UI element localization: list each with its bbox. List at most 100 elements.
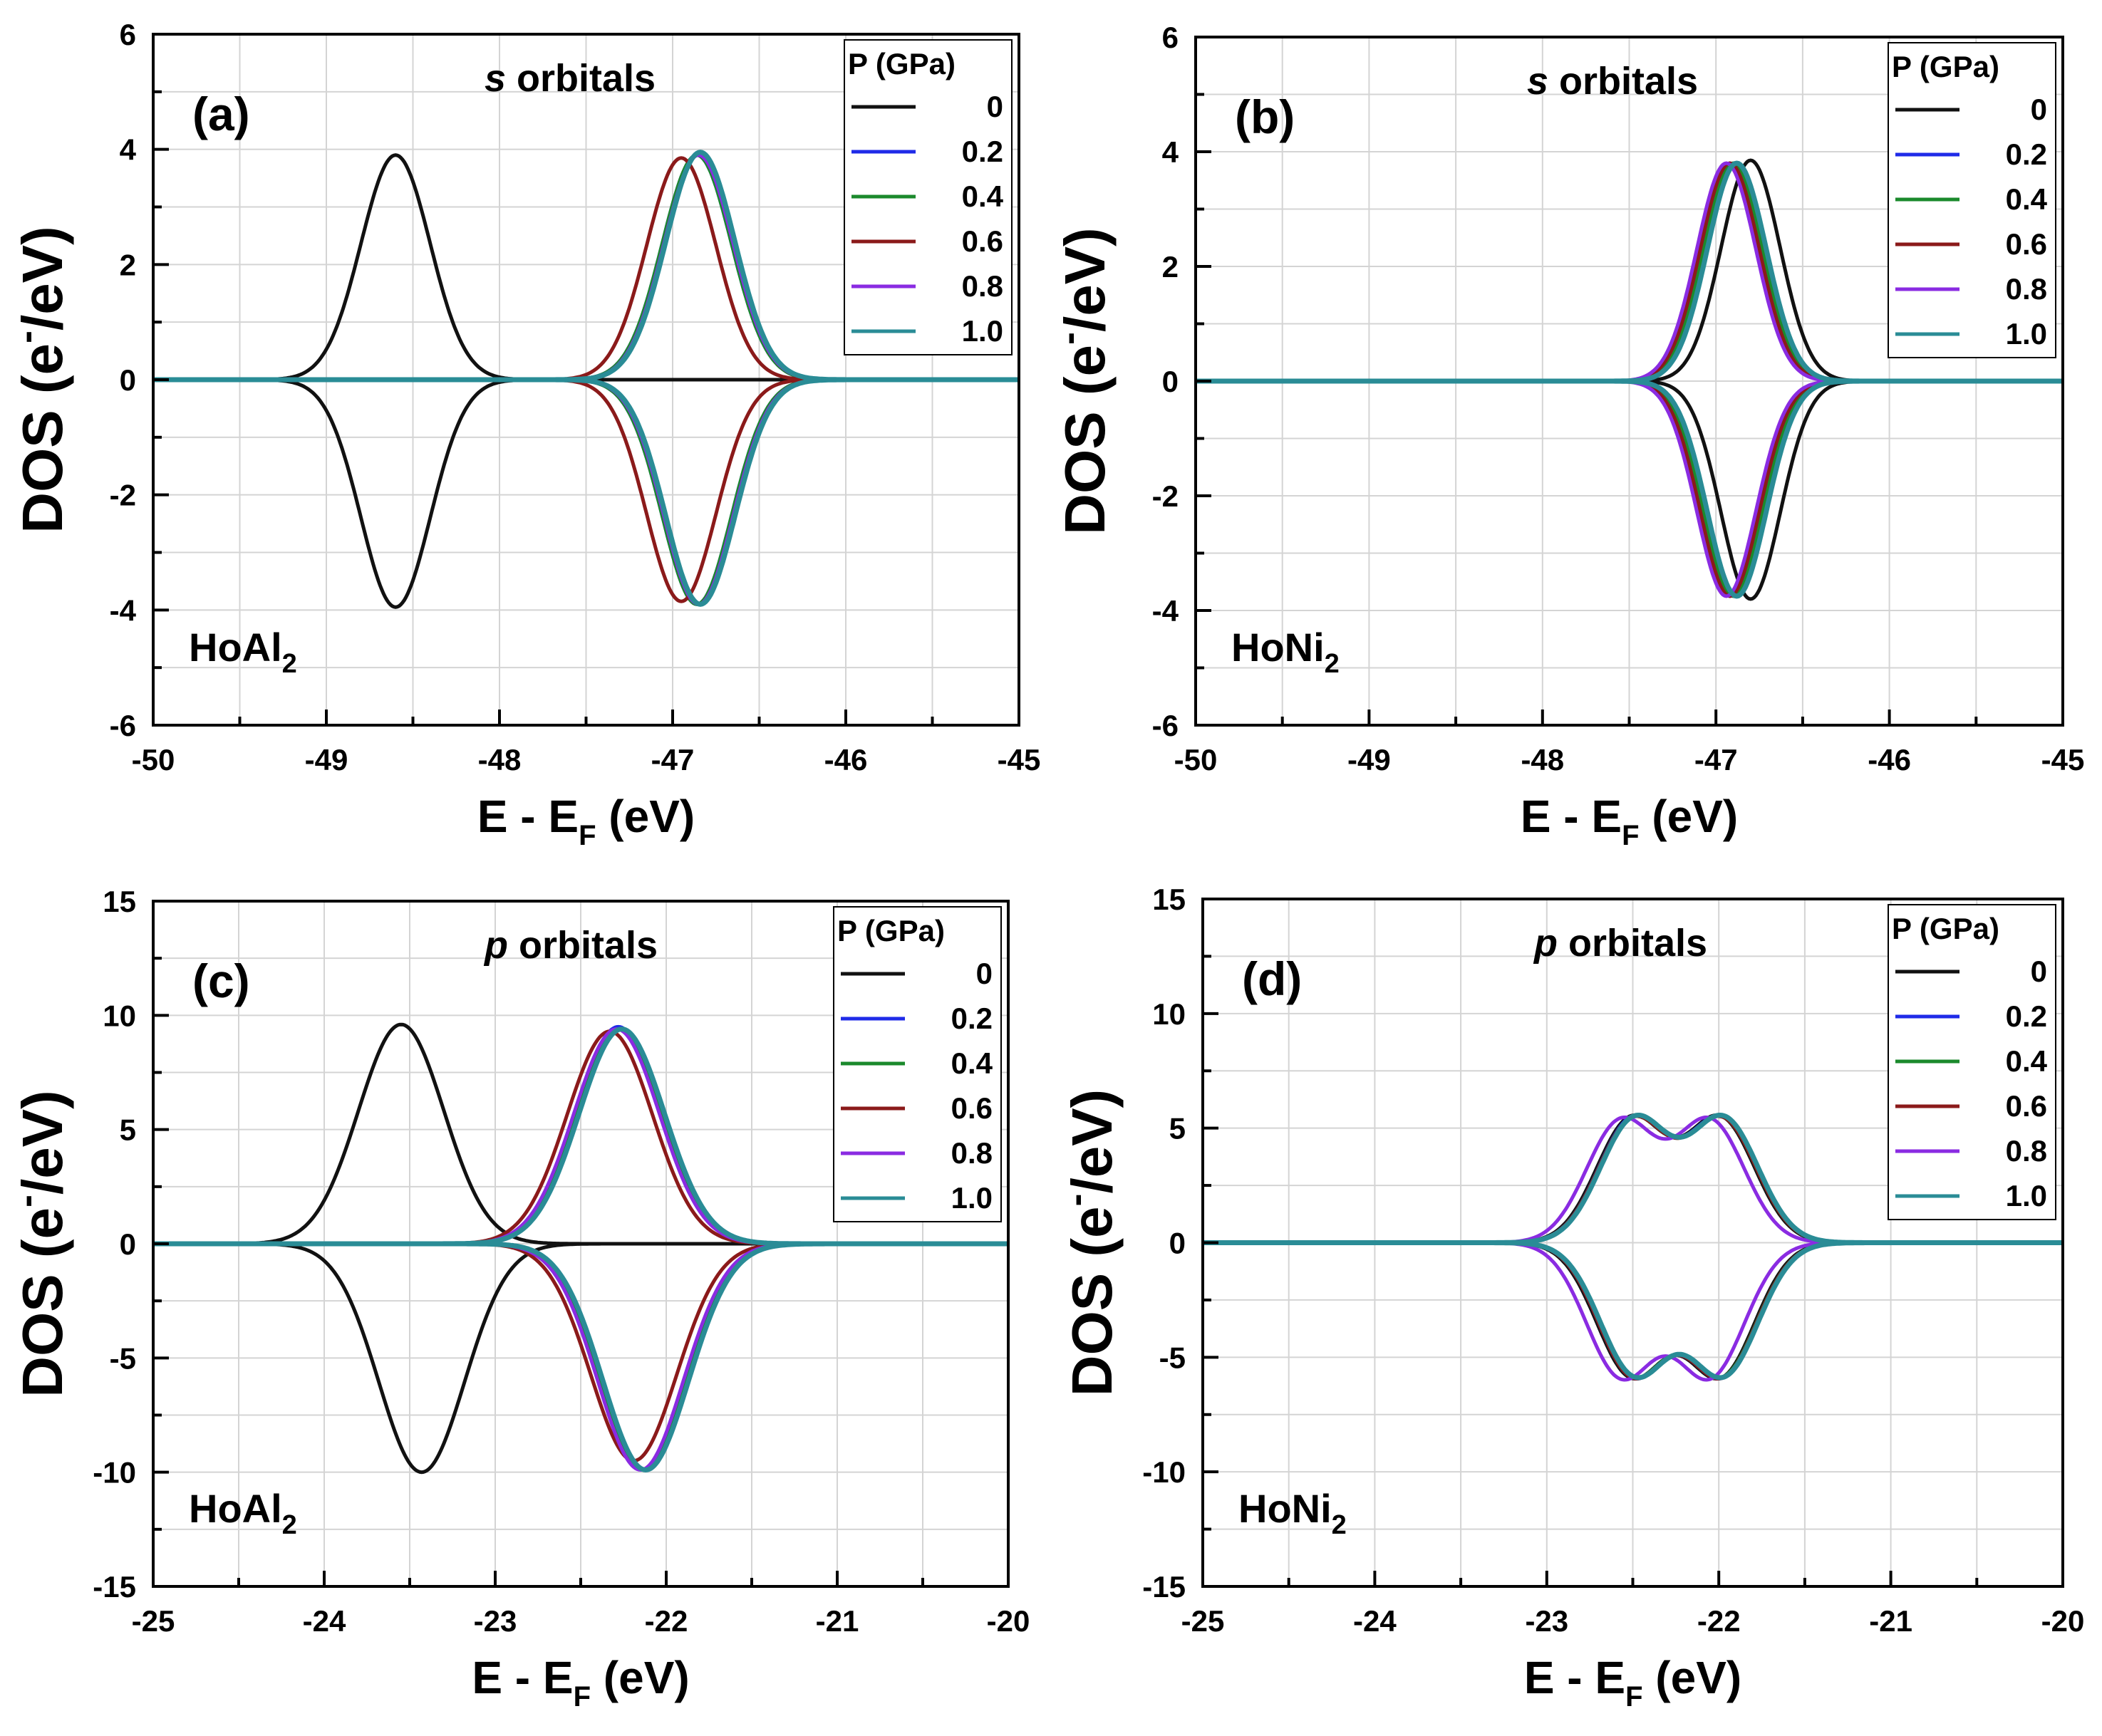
y-axis-label-main: DOS (e <box>1053 345 1117 535</box>
y-tick-label: -10 <box>1142 1455 1186 1489</box>
legend-entry-label: 0.4 <box>2006 1044 2048 1078</box>
x-tick-label: -25 <box>132 1604 175 1638</box>
orbital-title-text: orbitals <box>508 924 658 967</box>
y-tick-label: 15 <box>103 885 136 918</box>
material-label: HoAl2 <box>189 1486 297 1540</box>
legend-entry-label: 0.4 <box>2006 182 2048 216</box>
legend-entry-label: 0.2 <box>2006 999 2047 1033</box>
y-tick-label: 0 <box>1169 1227 1186 1260</box>
legend-entry-label: 0.4 <box>951 1046 993 1080</box>
x-tick-label: -48 <box>1521 743 1564 776</box>
y-tick-label: -15 <box>1142 1570 1186 1604</box>
orbital-symbol: p <box>483 924 508 967</box>
y-tick-label: 15 <box>1152 883 1186 916</box>
x-tick-label: -20 <box>987 1604 1030 1638</box>
material-base: HoNi <box>1238 1486 1332 1531</box>
legend-entry-label: 0.2 <box>951 1002 993 1035</box>
y-axis-label-main: DOS (e <box>1060 1206 1124 1396</box>
legend-title: P (GPa) <box>1892 912 1999 945</box>
y-tick-label: 0 <box>1162 365 1179 398</box>
y-tick-label: 2 <box>120 248 136 281</box>
legend-entry-label: 0.2 <box>2006 137 2047 171</box>
x-axis-label-main: E - E <box>472 1652 573 1703</box>
y-tick-label: -2 <box>1152 479 1179 513</box>
x-tick-label: -49 <box>305 743 348 776</box>
y-tick-label: -5 <box>1159 1341 1186 1374</box>
legend-entry-label: 1.0 <box>2006 317 2047 350</box>
legend: P (GPa) 0 0.2 0.4 0.6 0.8 1.0 <box>844 39 1013 355</box>
x-tick-label: -23 <box>474 1604 517 1638</box>
x-tick-label: -21 <box>816 1604 859 1638</box>
x-tick-label: -50 <box>1174 743 1218 776</box>
y-axis-label-main: DOS (e <box>11 1207 74 1398</box>
y-tick-label: 0 <box>120 363 136 397</box>
x-tick-label: -45 <box>2041 743 2085 776</box>
x-tick-label: -46 <box>824 743 868 776</box>
x-axis-label-unit: (eV) <box>1643 1652 1742 1703</box>
y-tick-label: 10 <box>103 999 136 1032</box>
x-axis-label: E - EF (eV) <box>1521 791 1738 851</box>
y-axis-label: DOS (e-/eV) <box>5 1090 74 1397</box>
x-axis-label-unit: (eV) <box>1640 791 1739 842</box>
legend-entry-label: 1.0 <box>962 314 1003 348</box>
series-line-1.0-down <box>1196 378 2063 599</box>
legend-entry-label: 0.8 <box>2006 1134 2047 1168</box>
orbital-title-text: orbitals <box>506 57 656 100</box>
legend-entry-label: 0.6 <box>2006 1089 2047 1123</box>
y-axis-label-main: DOS (e <box>11 343 74 534</box>
y-tick-label: -10 <box>93 1456 136 1490</box>
x-tick-label: -23 <box>1525 1604 1568 1638</box>
material-subscript: 2 <box>282 1510 297 1540</box>
y-axis-label-superscript: - <box>1055 1194 1097 1207</box>
x-tick-label: -48 <box>478 743 522 776</box>
x-tick-label: -25 <box>1181 1604 1225 1638</box>
x-tick-label: -24 <box>1353 1604 1397 1638</box>
orbital-symbol: s <box>1527 60 1548 103</box>
y-tick-label: -15 <box>93 1570 136 1604</box>
y-axis-label-unit: /eV) <box>1060 1089 1124 1194</box>
y-axis-label-superscript: - <box>5 1195 48 1207</box>
orbital-title: p orbitals <box>483 924 658 967</box>
panel-label: (c) <box>192 955 250 1007</box>
y-tick-label: 6 <box>1162 21 1179 54</box>
material-subscript: 2 <box>1332 1510 1347 1540</box>
x-tick-label: -22 <box>1697 1604 1741 1638</box>
x-axis-label-main: E - E <box>1521 791 1622 842</box>
legend: P (GPa) 0 0.2 0.4 0.6 0.8 1.0 <box>1888 42 2056 358</box>
y-tick-label: 10 <box>1152 997 1186 1031</box>
legend-title: P (GPa) <box>837 914 945 947</box>
series-line-1.0-down <box>153 1241 1008 1473</box>
y-tick-label: -4 <box>110 593 137 627</box>
material-label: HoNi2 <box>1231 625 1340 679</box>
y-axis-label-unit: /eV) <box>11 1090 74 1195</box>
x-tick-label: -46 <box>1868 743 1911 776</box>
x-axis-label-unit: (eV) <box>591 1652 690 1703</box>
x-axis-label-subscript: F <box>574 1681 591 1712</box>
y-axis-label: DOS (e-/eV) <box>5 226 74 533</box>
legend-entry-label: 0 <box>2031 93 2047 126</box>
y-axis-label-superscript: - <box>1047 332 1090 345</box>
material-base: HoNi <box>1231 625 1325 670</box>
panel-label: (b) <box>1235 90 1295 143</box>
y-tick-label: 5 <box>1169 1112 1186 1145</box>
y-axis-label-unit: /eV) <box>11 226 74 331</box>
series-group <box>1203 1113 2063 1382</box>
orbital-title-text: orbitals <box>1548 60 1698 103</box>
series-group <box>1196 158 2063 601</box>
material-label: HoNi2 <box>1238 1486 1347 1540</box>
orbital-title: s orbitals <box>1527 60 1698 103</box>
x-tick-label: -50 <box>132 743 175 776</box>
y-tick-label: 4 <box>1162 135 1179 169</box>
y-axis-label-superscript: - <box>5 331 48 343</box>
x-tick-label: -45 <box>998 743 1041 776</box>
legend-entry-label: 0.2 <box>962 135 1003 168</box>
x-tick-label: -21 <box>1869 1604 1912 1638</box>
y-tick-label: 4 <box>120 133 137 167</box>
y-tick-label: 2 <box>1162 250 1179 284</box>
material-subscript: 2 <box>282 649 297 679</box>
x-tick-label: -22 <box>645 1604 688 1638</box>
